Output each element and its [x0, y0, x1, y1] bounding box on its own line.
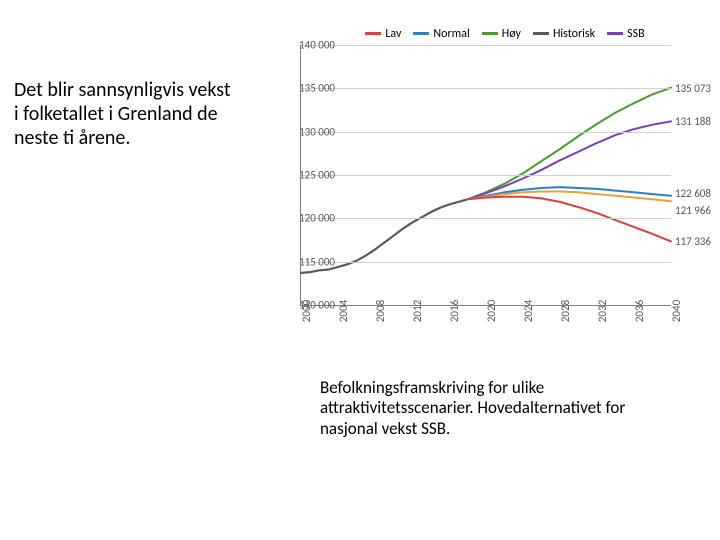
legend-swatch: [482, 32, 498, 35]
x-axis-tick-label: 2028: [559, 300, 572, 322]
chart-plot-area: [300, 45, 671, 306]
x-axis-tick-label: 2016: [448, 300, 461, 322]
gridline: [301, 262, 671, 263]
x-axis-tick-label: 2012: [411, 300, 424, 322]
legend-item-normal: Normal: [413, 27, 469, 41]
legend-label: Lav: [385, 27, 401, 41]
x-axis-tick-label: 2024: [522, 300, 535, 322]
legend-label: Høy: [502, 27, 521, 41]
x-axis-tick-label: 2032: [596, 300, 609, 322]
x-axis-tick-label: 2036: [633, 300, 646, 322]
series-end-label: 122 608: [675, 187, 711, 200]
intro-text: Det blir sannsynligvis vekst i folketall…: [14, 78, 234, 150]
series-end-label: 131 188: [675, 115, 711, 128]
legend-item-lav: Lav: [365, 27, 401, 41]
x-axis-tick-label: 2000: [300, 300, 313, 322]
gridline: [301, 45, 671, 46]
gridline: [301, 218, 671, 219]
series-end-label: 135 073: [675, 82, 711, 95]
legend-swatch: [365, 32, 381, 35]
x-axis-tick-label: 2008: [374, 300, 387, 322]
y-axis-tick-label: 140 000: [299, 39, 335, 52]
legend-swatch: [607, 32, 623, 35]
legend-item-høy: Høy: [482, 27, 521, 41]
legend-item-historisk: Historisk: [533, 27, 595, 41]
legend-swatch: [413, 32, 429, 35]
x-axis-tick-label: 2040: [670, 300, 683, 322]
legend-swatch: [533, 32, 549, 35]
y-axis-tick-label: 120 000: [299, 212, 335, 225]
chart-legend: Lav Normal Høy Historisk SSB: [300, 25, 710, 41]
y-axis-tick-label: 130 000: [299, 125, 335, 138]
legend-label: SSB: [627, 27, 645, 41]
y-axis-tick-label: 135 000: [299, 82, 335, 95]
y-axis-tick-label: 125 000: [299, 169, 335, 182]
gridline: [301, 175, 671, 176]
y-axis-tick-label: 115 000: [299, 255, 335, 268]
legend-label: Historisk: [553, 27, 595, 41]
gridline: [301, 132, 671, 133]
series-end-label: 117 336: [675, 235, 711, 248]
gridline: [301, 88, 671, 89]
legend-label: Normal: [433, 27, 469, 41]
x-axis-tick-label: 2020: [485, 300, 498, 322]
legend-item-ssb: SSB: [607, 27, 645, 41]
chart-caption: Befolkningsframskriving for ulike attrak…: [320, 378, 660, 439]
x-axis-tick-label: 2004: [337, 300, 350, 322]
series-end-label: 121 966: [675, 204, 711, 217]
population-chart: LavNormalHøyHistoriskSSB 110 000115 0001…: [265, 25, 710, 345]
series-line-høy: [468, 88, 672, 200]
